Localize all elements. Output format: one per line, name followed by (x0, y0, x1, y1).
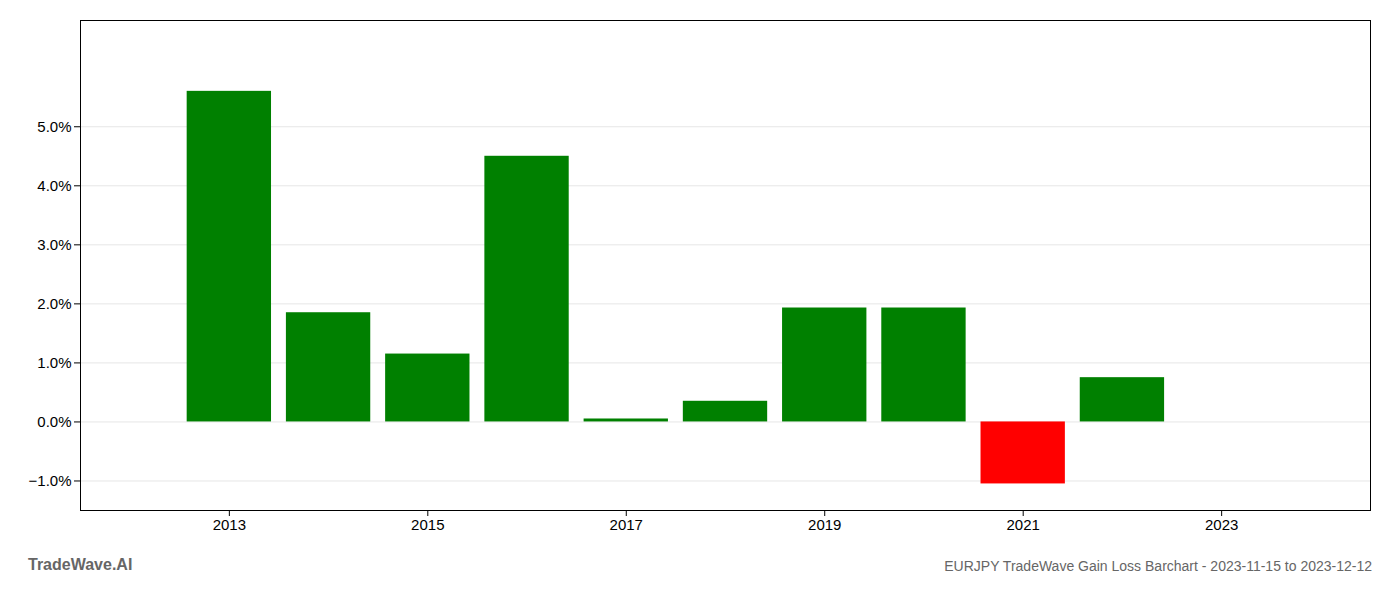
svg-text:2021: 2021 (1007, 516, 1040, 533)
svg-text:1.0%: 1.0% (37, 354, 71, 371)
svg-text:3.0%: 3.0% (37, 236, 71, 253)
svg-text:2015: 2015 (411, 516, 444, 533)
svg-text:5.0%: 5.0% (37, 118, 71, 135)
svg-text:0.0%: 0.0% (37, 413, 71, 430)
svg-text:−1.0%: −1.0% (29, 472, 72, 489)
svg-text:2023: 2023 (1205, 516, 1238, 533)
html-text:TradeWave.AI: TradeWave.AI (28, 556, 133, 573)
svg-text:2019: 2019 (808, 516, 841, 533)
svg-text:2017: 2017 (610, 516, 643, 533)
svg-text:2.0%: 2.0% (37, 295, 71, 312)
svg-text:4.0%: 4.0% (37, 177, 71, 194)
svg-text:2013: 2013 (213, 516, 246, 533)
html-text:EURJPY TradeWave Gain Loss Bar: EURJPY TradeWave Gain Loss Barchart - 20… (944, 558, 1372, 574)
